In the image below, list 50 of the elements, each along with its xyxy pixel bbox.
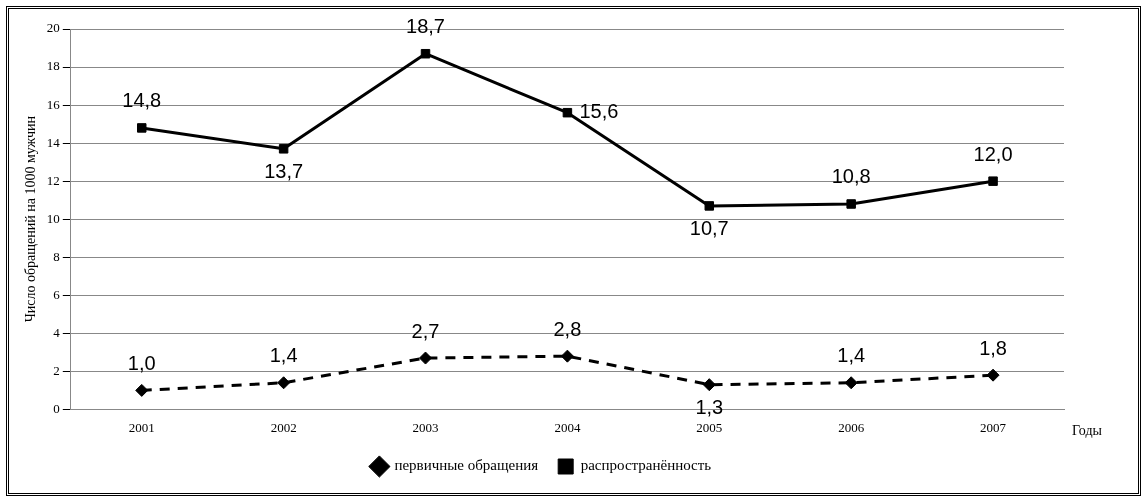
data-label: 1,3 — [695, 396, 724, 419]
point — [278, 144, 289, 154]
point — [704, 201, 715, 211]
point — [419, 351, 433, 365]
x-tick-label: 2006 — [838, 419, 865, 435]
y-tick-label: 16 — [46, 96, 61, 112]
x-tick-label: 2004 — [554, 419, 581, 435]
data-label: 10,7 — [689, 217, 729, 240]
point — [562, 107, 573, 118]
data-label: 18,7 — [406, 15, 445, 38]
point — [560, 349, 574, 363]
data-label: 2,8 — [553, 317, 582, 340]
y-tick-label: 18 — [46, 58, 60, 74]
y-tick-label: 0 — [53, 400, 60, 416]
x-tick-label: 2007 — [980, 419, 1007, 435]
point — [702, 378, 716, 392]
point — [137, 123, 147, 133]
x-axis-title: Годы — [1072, 423, 1103, 439]
y-tick-label: 8 — [53, 248, 60, 264]
data-label: 10,8 — [831, 165, 871, 188]
data-label: 1,4 — [269, 344, 298, 367]
data-label: 12,0 — [973, 142, 1013, 165]
y-tick-label: 6 — [53, 286, 61, 302]
point — [988, 176, 998, 186]
legend-label: первичные обращения — [394, 457, 539, 474]
point — [135, 383, 149, 397]
data-label: 1,8 — [979, 336, 1007, 359]
y-tick-label: 4 — [53, 324, 61, 340]
data-label: 13,7 — [264, 160, 304, 183]
x-tick-label: 2003 — [412, 419, 439, 435]
data-label: 14,8 — [122, 89, 162, 112]
y-axis-title: Число обращений на 1000 мужчин — [23, 115, 39, 323]
y-tick-label: 10 — [46, 210, 60, 226]
point — [844, 376, 858, 390]
y-tick-label: 2 — [53, 362, 60, 378]
data-label: 1,0 — [127, 351, 156, 374]
x-tick-label: 2005 — [696, 419, 723, 435]
point — [420, 48, 431, 59]
data-label: 1,4 — [837, 344, 866, 367]
y-tick-label: 12 — [46, 172, 60, 188]
y-tick-label: 20 — [46, 20, 60, 36]
data-label: 2,7 — [411, 319, 440, 342]
x-tick-label: 2002 — [270, 419, 297, 435]
data-label: 15,6 — [579, 100, 619, 123]
legend-label: распространённость — [580, 457, 712, 474]
point — [277, 376, 291, 390]
x-tick-label: 2001 — [128, 419, 155, 435]
y-tick-label: 14 — [46, 134, 61, 150]
point — [986, 368, 1000, 382]
point — [846, 199, 856, 209]
